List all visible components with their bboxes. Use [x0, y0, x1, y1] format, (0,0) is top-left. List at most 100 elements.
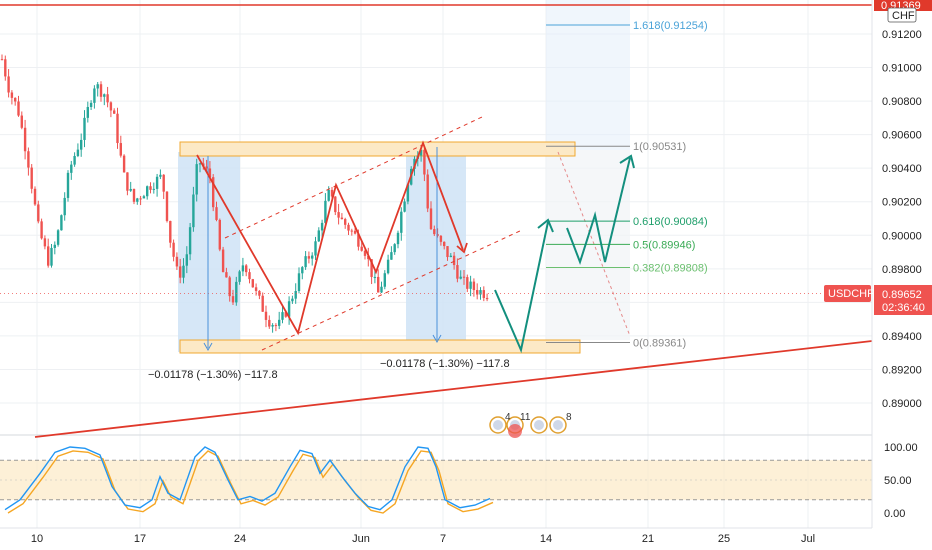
projection-path-1: [494, 221, 549, 354]
candle-body: [205, 166, 208, 169]
candle-body: [363, 250, 367, 256]
event-badge-count: 8: [566, 412, 572, 423]
candle-body: [472, 281, 476, 291]
candle-body: [301, 267, 304, 274]
pattern-arrowhead: [456, 242, 468, 254]
candle-body: [370, 259, 373, 277]
candle-body: [459, 276, 462, 279]
candle-body: [27, 151, 30, 168]
candle-body: [337, 212, 340, 218]
support-zone: [179, 339, 581, 354]
fib-extension-shade: [546, 0, 630, 150]
candle-body: [231, 296, 235, 303]
drawings-layer: 1.618(0.91254) 1(0.90531) 0.618(0.90084) 0.…: [34, 20, 873, 438]
event-flag-icon-inner: [553, 420, 563, 430]
event-alert-icon: [508, 424, 522, 438]
price-tick-label: 0.89200: [882, 364, 922, 376]
candle-body: [373, 276, 377, 278]
candle-body: [165, 191, 169, 221]
candle-body: [340, 217, 344, 220]
candle-body: [116, 113, 119, 144]
candle-body: [0, 59, 4, 61]
candle-body: [287, 301, 291, 317]
candle-body: [182, 265, 185, 278]
candle-body: [456, 265, 459, 279]
symbol-tag-label: USDCHF: [828, 288, 874, 300]
candle-body: [228, 277, 231, 297]
candle-body: [169, 220, 172, 243]
price-tick-label: 0.89000: [882, 398, 922, 410]
fib-level-label: 0.5(0.89946): [633, 239, 695, 251]
time-tick-label: 24: [234, 533, 246, 545]
candle-body: [485, 297, 489, 300]
candle-body: [284, 312, 287, 317]
candle-body: [360, 246, 363, 251]
candle-body: [215, 207, 218, 220]
candle-body: [347, 224, 350, 231]
candle-body: [56, 230, 60, 245]
stochastic-oscillator: [0, 446, 872, 514]
candle-body: [126, 172, 129, 191]
candle-body: [482, 290, 485, 298]
candle-body: [314, 241, 317, 256]
candle-body: [40, 221, 43, 239]
candle-body: [479, 290, 482, 295]
candle-body: [393, 244, 396, 253]
candle-body: [93, 88, 96, 103]
candle-body: [297, 273, 301, 292]
candle-body: [320, 222, 324, 231]
candle-body: [139, 198, 142, 200]
candle-body: [86, 106, 89, 118]
candle-body: [274, 325, 278, 327]
candle-body: [261, 295, 264, 312]
candle-body: [330, 189, 334, 197]
candle-body: [73, 155, 76, 165]
candle-body: [175, 256, 179, 267]
candle-body: [146, 186, 149, 197]
candle-body: [208, 168, 212, 178]
candle-body: [83, 117, 86, 140]
oscillator-tick-label: 0.00: [884, 508, 905, 520]
candle-body: [63, 197, 66, 216]
candle-body: [324, 200, 327, 223]
candle-body: [271, 325, 274, 327]
candle-body: [449, 255, 452, 258]
time-tick-label: 7: [440, 533, 446, 545]
top-line-tag: [874, 0, 932, 11]
fib-level-label: 0.618(0.90084): [633, 216, 708, 228]
candle-body: [241, 265, 245, 272]
candle-body: [245, 265, 248, 273]
candle-body: [278, 319, 281, 326]
candle-body: [20, 115, 23, 128]
candle-body: [80, 139, 83, 150]
price-tick-label: 0.90000: [882, 230, 922, 242]
candle-body: [103, 94, 106, 97]
time-tick-label: 10: [31, 533, 43, 545]
candle-body: [367, 255, 370, 260]
time-tick-label: Jul: [801, 533, 815, 545]
candle-body: [317, 230, 320, 242]
candle-body: [14, 97, 17, 102]
candle-body: [443, 241, 446, 247]
candle-body: [419, 149, 423, 156]
fib-retrace-shade: [546, 150, 630, 340]
candle-body: [377, 276, 380, 293]
candle-body: [446, 246, 449, 258]
candle-body: [96, 84, 99, 89]
candle-body: [53, 244, 56, 248]
price-tick-label: 0.89400: [882, 331, 922, 343]
candle-body: [291, 298, 294, 302]
time-tick-label: Jun: [352, 533, 370, 545]
last-price-label: 0.89652: [882, 289, 922, 301]
candle-body: [350, 230, 353, 232]
candle-body: [353, 230, 357, 234]
candle-body: [357, 233, 360, 247]
candle-body: [254, 287, 258, 291]
candle-body: [429, 208, 433, 230]
currency-label: CHF: [892, 10, 915, 22]
candle-body: [400, 211, 403, 233]
pattern-zigzag: [196, 140, 464, 336]
fib-level-label: 1.618(0.91254): [633, 20, 708, 32]
